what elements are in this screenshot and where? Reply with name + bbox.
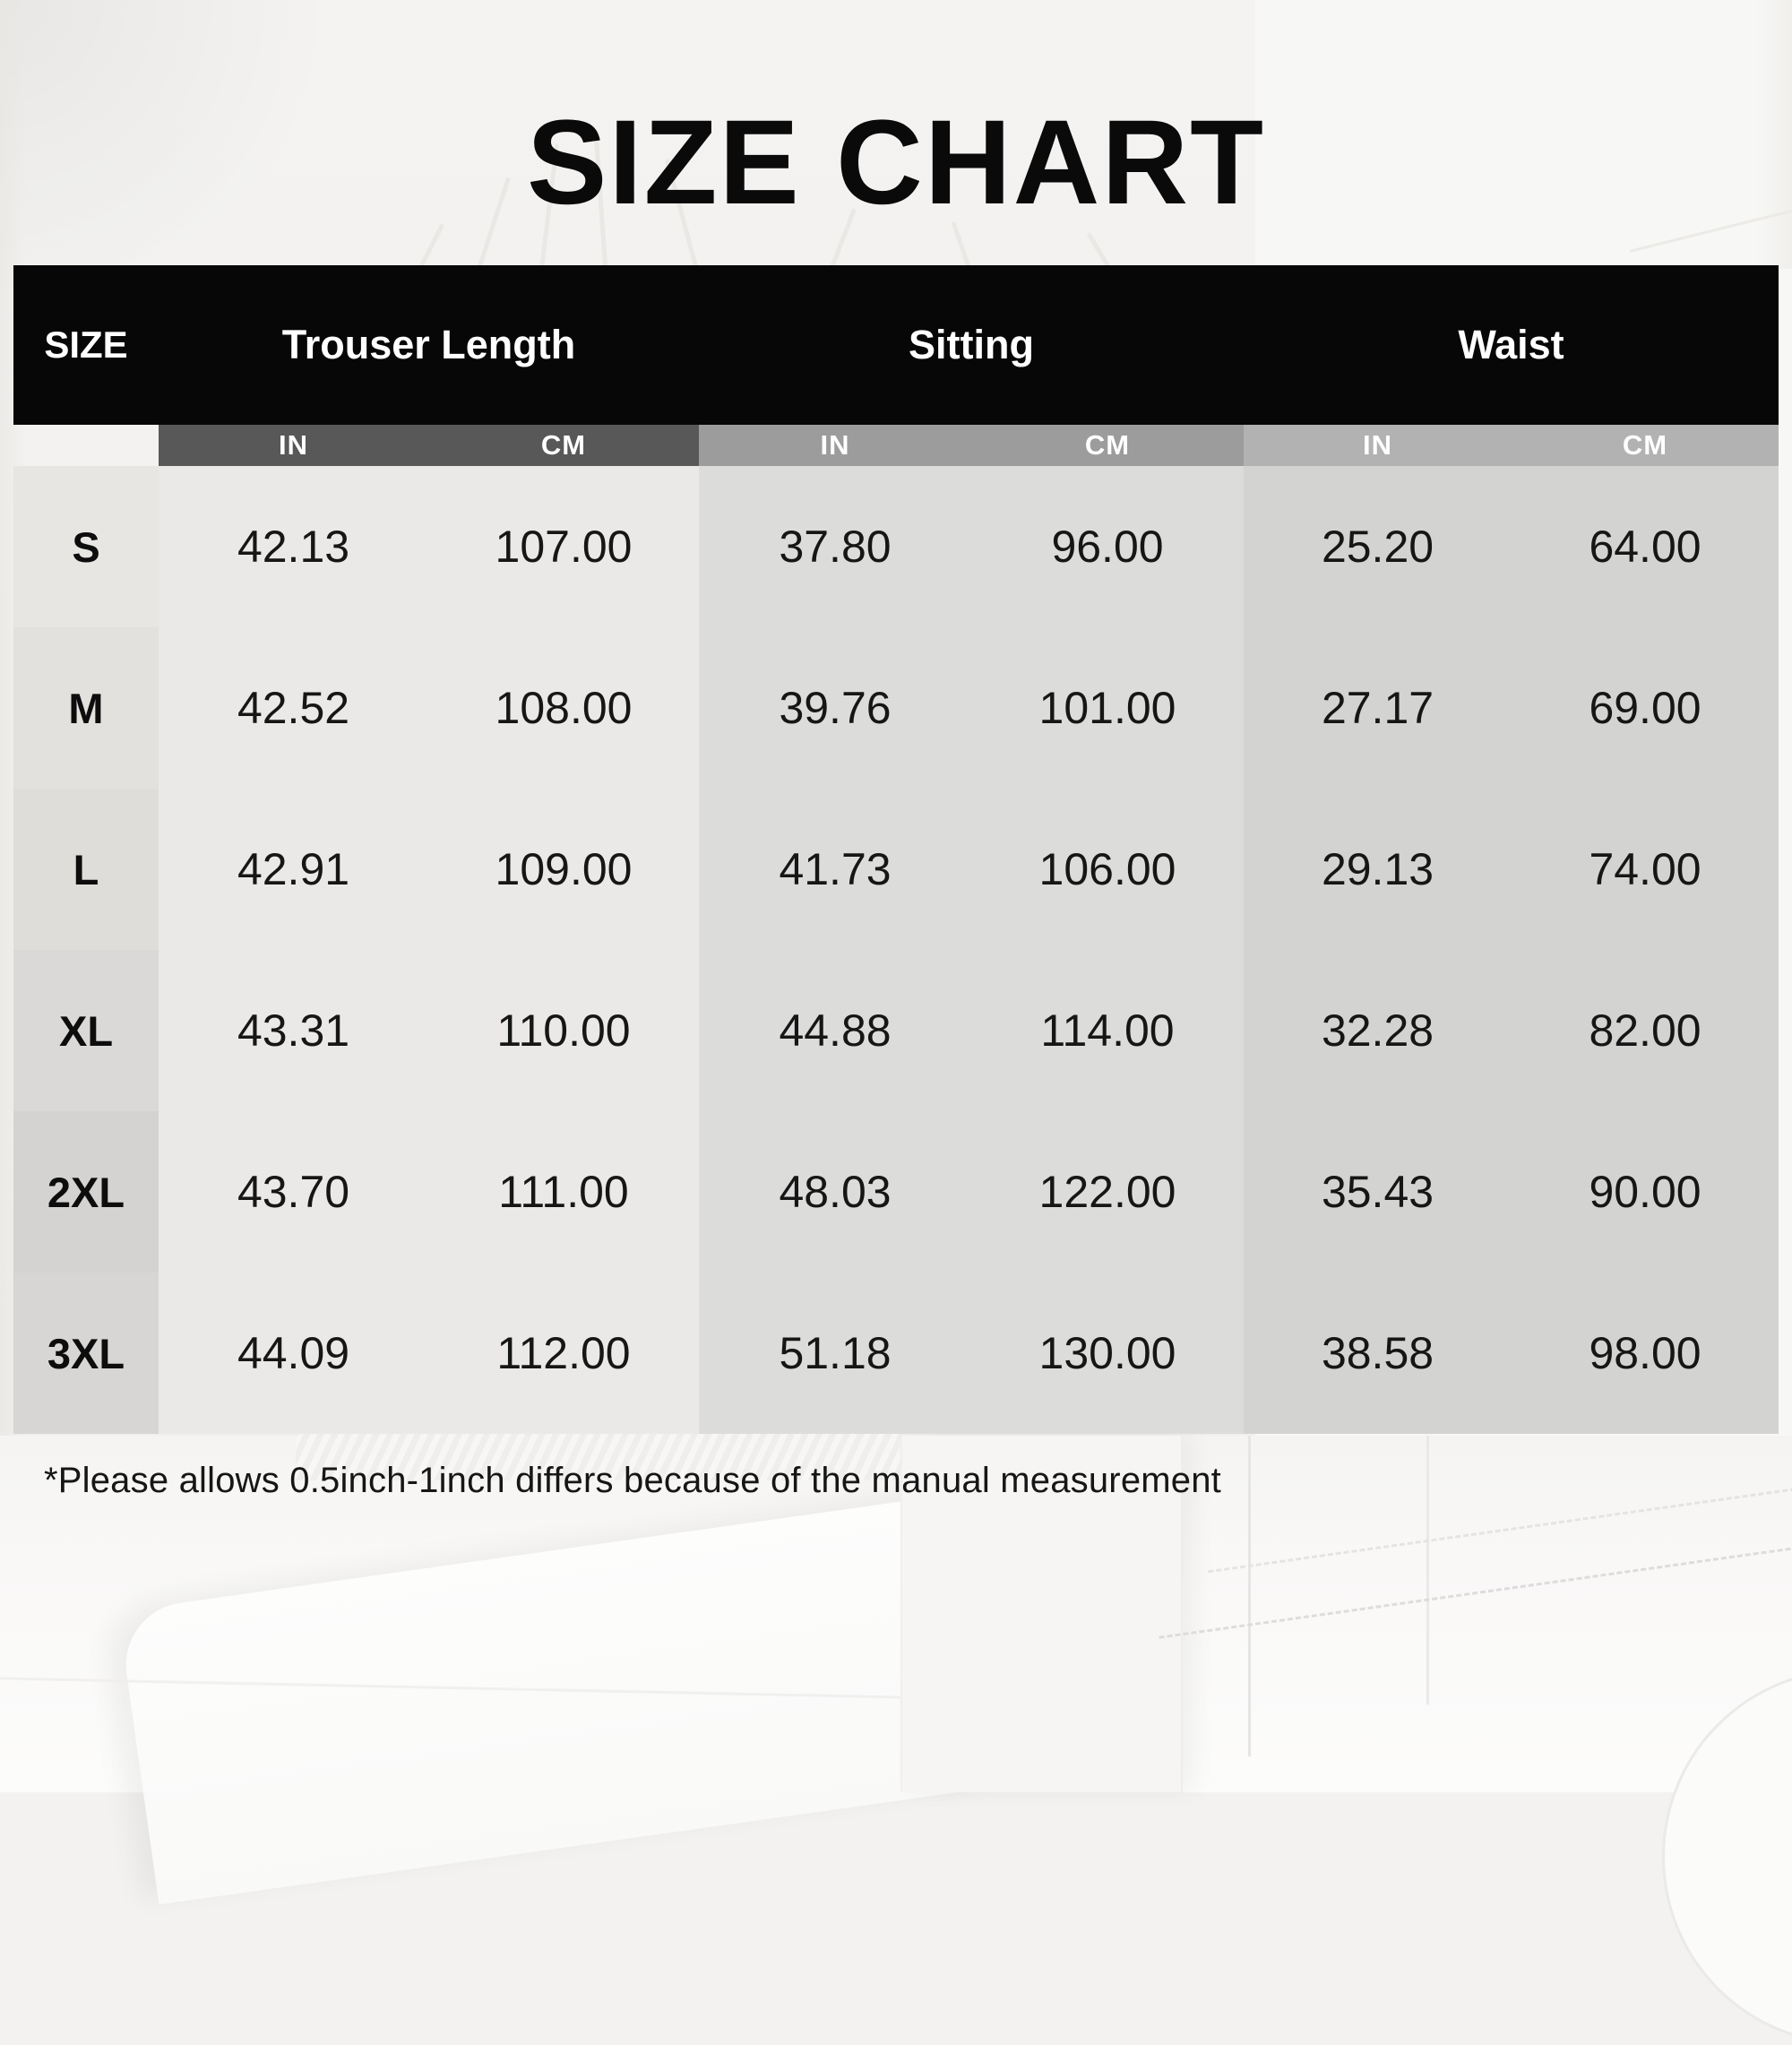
background-right-edge — [1756, 0, 1792, 269]
measurement-cell: 108.00 — [428, 627, 699, 789]
measurement-cell: 122.00 — [971, 1111, 1244, 1273]
measurement-cell: 114.00 — [971, 950, 1244, 1111]
measurement-cell: 106.00 — [971, 789, 1244, 950]
measurement-cell: 69.00 — [1512, 627, 1779, 789]
header-cell-waist: Waist — [1244, 265, 1779, 425]
measurement-cell: 109.00 — [428, 789, 699, 950]
measurement-cell: 64.00 — [1512, 466, 1779, 627]
measurement-cell: 35.43 — [1244, 1111, 1512, 1273]
measurement-cell: 130.00 — [971, 1273, 1244, 1434]
measurement-cell: 51.18 — [699, 1273, 971, 1434]
measurement-cell: 48.03 — [699, 1111, 971, 1273]
header-cell-trouser-length: Trouser Length — [159, 265, 699, 425]
measurement-cell: 90.00 — [1512, 1111, 1779, 1273]
measurement-cell: 112.00 — [428, 1273, 699, 1434]
measurement-cell: 41.73 — [699, 789, 971, 950]
corner-shadow — [0, 0, 376, 287]
measurement-cell: 107.00 — [428, 466, 699, 627]
row-size-label: 3XL — [13, 1273, 159, 1434]
measurement-cell: 37.80 — [699, 466, 971, 627]
measurement-cell: 101.00 — [971, 627, 1244, 789]
measurement-cell: 110.00 — [428, 950, 699, 1111]
measurement-cell: 44.88 — [699, 950, 971, 1111]
measurement-cell: 29.13 — [1244, 789, 1512, 950]
measurement-cell: 43.70 — [159, 1111, 428, 1273]
unit-row-spacer — [13, 425, 159, 466]
shelf-frame-line — [1426, 1436, 1429, 1704]
furniture-pillar — [900, 1436, 1183, 1792]
measurement-cell: 42.52 — [159, 627, 428, 789]
measurement-cell: 32.28 — [1244, 950, 1512, 1111]
unit-cell-in: IN — [699, 425, 971, 466]
measurement-cell: 111.00 — [428, 1111, 699, 1273]
row-size-label: 2XL — [13, 1111, 159, 1273]
unit-cell-in: IN — [1244, 425, 1512, 466]
measurement-cell: 42.91 — [159, 789, 428, 950]
shelf-frame-line — [1248, 1436, 1251, 1756]
page-title: SIZE CHART — [527, 96, 1265, 229]
measurement-cell: 44.09 — [159, 1273, 428, 1434]
measurement-cell: 74.00 — [1512, 789, 1779, 950]
measurement-cell: 42.13 — [159, 466, 428, 627]
measurement-cell: 27.17 — [1244, 627, 1512, 789]
row-size-label: L — [13, 789, 159, 950]
measurement-cell: 38.58 — [1244, 1273, 1512, 1434]
size-chart-table: SIZE Trouser Length Sitting Waist IN CM … — [13, 265, 1779, 1434]
unit-cell-cm: CM — [971, 425, 1244, 466]
measurement-cell: 96.00 — [971, 466, 1244, 627]
row-size-label: XL — [13, 950, 159, 1111]
unit-cell-in: IN — [159, 425, 428, 466]
row-size-label: M — [13, 627, 159, 789]
row-size-label: S — [13, 466, 159, 627]
unit-cell-cm: CM — [428, 425, 699, 466]
measurement-cell: 39.76 — [699, 627, 971, 789]
header-cell-sitting: Sitting — [699, 265, 1244, 425]
measurement-cell: 82.00 — [1512, 950, 1779, 1111]
measurement-cell: 25.20 — [1244, 466, 1512, 627]
header-cell-size: SIZE — [13, 265, 159, 425]
measurement-disclaimer: *Please allows 0.5inch-1inch differs bec… — [44, 1461, 1221, 1500]
measurement-cell: 43.31 — [159, 950, 428, 1111]
measurement-cell: 98.00 — [1512, 1273, 1779, 1434]
unit-cell-cm: CM — [1512, 425, 1779, 466]
